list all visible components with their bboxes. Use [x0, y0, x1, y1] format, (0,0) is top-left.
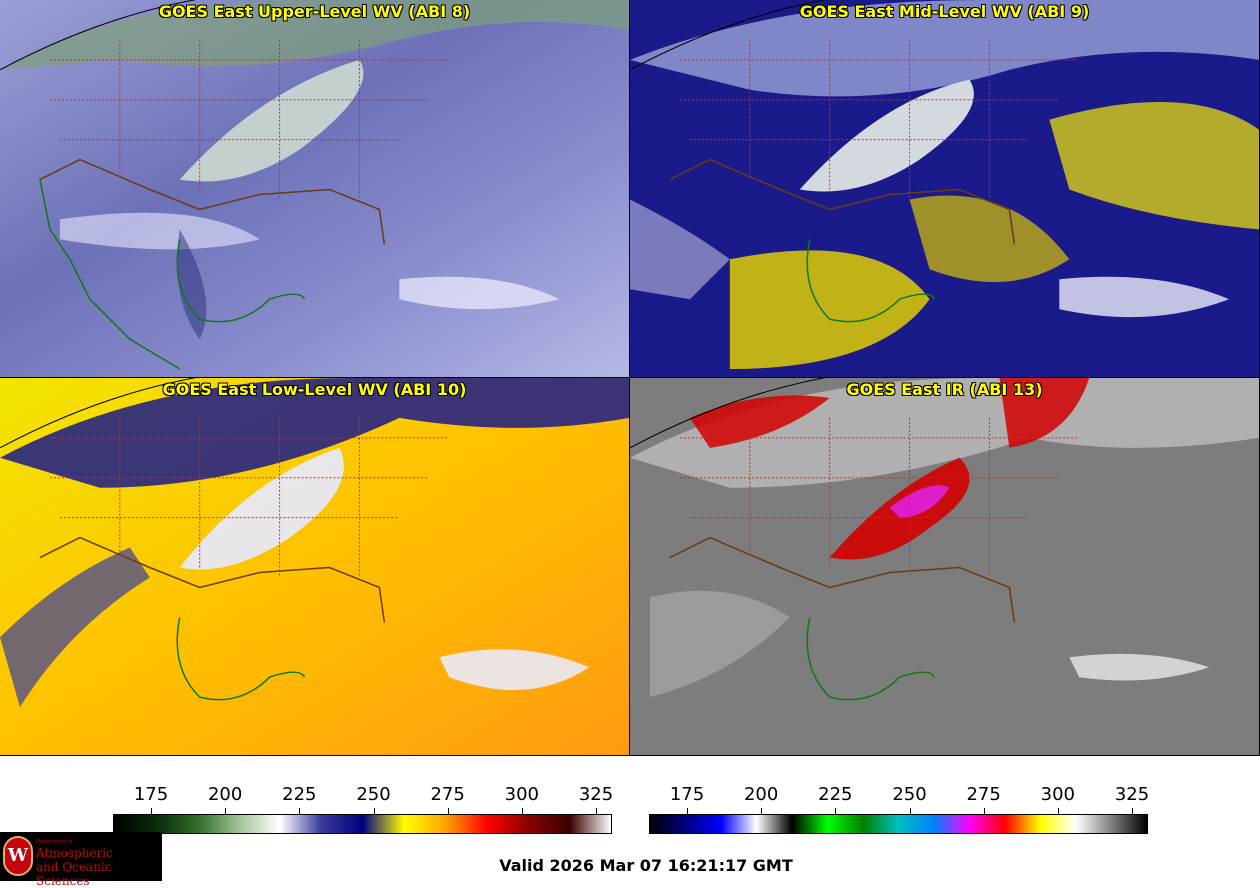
satellite-image-ir [630, 378, 1259, 755]
panel-ir: GOES East IR (ABI 13) [630, 378, 1260, 756]
colorbar-tick-label: 225 [282, 784, 317, 805]
satellite-image-mid-wv [630, 0, 1259, 377]
colorbar-tick-label: 275 [430, 784, 465, 805]
uw-seal-icon: W [3, 836, 33, 876]
colorbar-tick-mark [1057, 808, 1059, 814]
panel-title: GOES East Mid-Level WV (ABI 9) [799, 2, 1090, 21]
colorbar-tick-label: 250 [892, 784, 927, 805]
colorbar-tick-label: 200 [743, 784, 779, 805]
colorbar-tick-mark [299, 808, 301, 814]
colorbar-tick-mark [596, 808, 597, 814]
satellite-image-low-wv [0, 378, 629, 755]
colorbar-tick-mark [687, 808, 688, 814]
colorbar-ticks: 175 200 225 250 275 300 325 [113, 780, 614, 806]
colorbar-tick-label: 300 [504, 784, 540, 805]
colorbar-gradient [113, 814, 612, 834]
colorbar-tick-mark [447, 808, 449, 814]
panel-mid-level-wv: GOES East Mid-Level WV (ABI 9) [630, 0, 1260, 378]
colorbar-tick-mark [983, 808, 985, 814]
satellite-image-upper-wv [0, 0, 629, 377]
colorbar-gradient [649, 814, 1148, 834]
colorbar-tick-mark [151, 808, 152, 814]
panel-title: GOES East Low-Level WV (ABI 10) [162, 380, 467, 399]
colorbar-tick-mark [1132, 808, 1133, 814]
colorbar-tick-mark [521, 808, 523, 814]
colorbar-tick-mark [761, 808, 763, 814]
panel-low-level-wv: GOES East Low-Level WV (ABI 10) [0, 378, 630, 756]
colorbar-ticks: 175 200 225 250 275 300 325 [649, 780, 1150, 806]
colorbar-tick-label: 200 [207, 784, 243, 805]
colorbar-ir: 175 200 225 250 275 300 325 [649, 780, 1150, 840]
colorbar-tick-mark [225, 808, 227, 814]
panel-title: GOES East IR (ABI 13) [846, 380, 1043, 399]
panel-upper-level-wv: GOES East Upper-Level WV (ABI 8) [0, 0, 630, 378]
colorbar-tick-label: 225 [818, 784, 853, 805]
panel-title: GOES East Upper-Level WV (ABI 8) [158, 2, 471, 21]
colorbar-wv: 175 200 225 250 275 300 325 [113, 780, 614, 840]
logo-department: Department of [36, 839, 73, 845]
colorbar-tick-label: 325 [578, 784, 614, 805]
colorbar-tick-mark [835, 808, 837, 814]
aos-logo: W Department of Atmospheric and Oceanic … [0, 832, 162, 888]
colorbar-tick-label: 275 [966, 784, 1001, 805]
colorbar-tick-mark [373, 808, 375, 814]
colorbar-tick-mark [909, 808, 911, 814]
colorbar-tick-label: 300 [1040, 784, 1076, 805]
valid-time: Valid 2026 Mar 07 16:21:17 GMT [499, 856, 793, 875]
colorbar-tick-label: 175 [133, 784, 169, 805]
colorbar-tick-label: 325 [1114, 784, 1150, 805]
colorbar-tick-label: 175 [669, 784, 705, 805]
logo-line1: Atmospheric [36, 846, 113, 860]
colorbar-tick-label: 250 [356, 784, 391, 805]
